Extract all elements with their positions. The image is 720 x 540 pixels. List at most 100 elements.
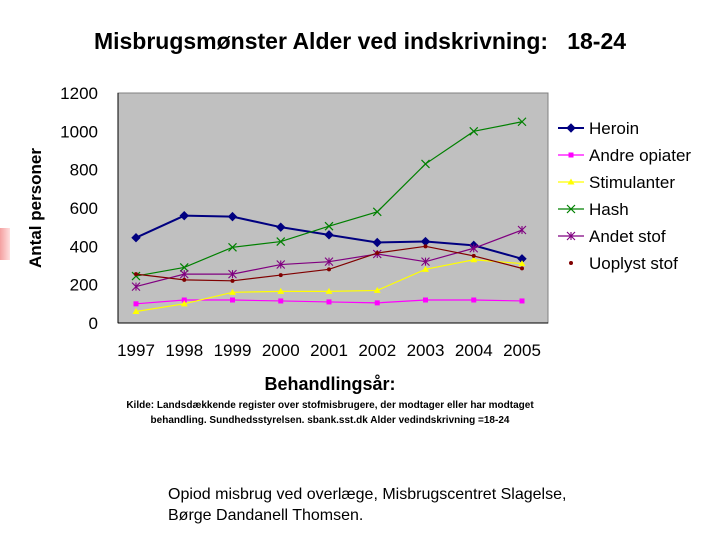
data-point — [180, 300, 188, 307]
data-point — [517, 117, 527, 127]
data-point — [229, 288, 236, 295]
legend-box — [556, 108, 710, 288]
series-3 — [131, 117, 527, 281]
data-point — [375, 251, 380, 256]
data-point — [278, 298, 284, 304]
data-point — [228, 269, 237, 279]
data-point — [470, 256, 478, 263]
data-point — [327, 267, 331, 272]
data-point — [518, 260, 526, 267]
data-point — [326, 299, 332, 305]
data-point — [134, 272, 138, 277]
data-point — [131, 233, 141, 243]
data-point — [276, 260, 286, 269]
y-tick-labels: 0 200 400 600 800 1000 1200 — [60, 84, 98, 333]
x-tick-label: 1997 — [117, 341, 155, 360]
data-point — [277, 287, 285, 294]
legend-label: Andet stof — [589, 227, 666, 246]
data-point — [228, 242, 237, 252]
y-tick-label: 1200 — [60, 84, 98, 103]
data-point — [230, 297, 235, 303]
legend-marker — [566, 123, 576, 133]
y-tick-label: 400 — [70, 237, 98, 256]
y-tick-label: 600 — [70, 199, 98, 218]
x-axis-label: Behandlingsår: — [264, 374, 396, 394]
data-point — [227, 211, 238, 222]
x-tick-label: 2004 — [455, 341, 493, 360]
data-point — [421, 159, 430, 169]
x-tick-label: 2003 — [407, 341, 445, 360]
legend-marker — [566, 231, 576, 241]
data-point — [372, 207, 382, 217]
legend-marker — [569, 261, 573, 265]
x-tick-label: 2005 — [503, 341, 541, 360]
data-point — [324, 221, 334, 231]
legend-label: Heroin — [589, 119, 639, 138]
data-point — [324, 257, 334, 267]
data-point — [422, 265, 429, 272]
legend-item: Heroin — [558, 119, 639, 138]
data-point — [276, 222, 286, 232]
series-0 — [131, 210, 527, 264]
series-5 — [134, 244, 524, 283]
data-point — [423, 244, 428, 249]
data-point — [132, 308, 140, 314]
data-point — [469, 126, 479, 136]
data-point — [278, 273, 283, 278]
legend-item: Andre opiater — [558, 146, 691, 165]
source-note: Kilde: Landsdækkende register over stofm… — [126, 400, 534, 426]
data-point — [182, 277, 187, 282]
data-point — [471, 253, 476, 258]
legend-item: Hash — [558, 200, 629, 219]
slide-title: Misbrugsmønster Alder ved indskrivning: … — [93, 28, 627, 54]
data-point — [471, 297, 477, 303]
data-point — [517, 225, 527, 235]
data-point — [325, 287, 333, 294]
legend-item: Uoplyst stof — [569, 254, 678, 273]
series-2 — [132, 256, 526, 314]
decorative-accent-bar — [0, 228, 10, 260]
legend-label: Uoplyst stof — [589, 254, 678, 273]
x-tick-label: 2002 — [358, 341, 396, 360]
data-point — [230, 278, 235, 283]
data-point — [469, 243, 479, 253]
footer-line-2: Børge Dandanell Thomsen. — [168, 507, 364, 524]
data-point — [324, 230, 334, 240]
data-point — [374, 300, 380, 306]
line-chart: 0 200 400 600 800 1000 1200 1997 1998 1999 2000 20… — [60, 84, 710, 360]
data-point — [372, 237, 382, 248]
data-point — [520, 266, 524, 271]
legend-marker — [566, 204, 576, 214]
y-tick-label: 800 — [70, 161, 98, 180]
y-tick-label: 0 — [89, 314, 98, 333]
data-point — [179, 262, 189, 272]
data-point — [179, 269, 189, 279]
y-tick-label: 200 — [70, 276, 98, 295]
legend-marker — [567, 178, 575, 185]
legend-item: Andet stof — [558, 227, 666, 246]
footer-credit: Opiod misbrug ved overlæge, Misbrugscent… — [168, 484, 688, 526]
data-point — [373, 286, 381, 293]
x-tick-label: 2000 — [262, 341, 300, 360]
x-tick-label: 2001 — [310, 341, 348, 360]
data-point — [131, 282, 141, 291]
data-point — [133, 301, 139, 307]
x-tick-label: 1998 — [165, 341, 203, 360]
legend: Heroin Andre opiater Stimulanter Hash Andet … — [558, 119, 691, 273]
x-tick-label: 1999 — [214, 341, 252, 360]
data-point — [179, 210, 189, 221]
data-point — [519, 298, 525, 304]
data-point — [421, 257, 430, 267]
x-tick-labels: 1997 1998 1999 2000 2001 2002 2003 2004 2005 — [117, 341, 541, 360]
legend-item: Stimulanter — [558, 173, 675, 192]
y-tick-label: 1000 — [60, 122, 98, 141]
footer-line-1: Opiod misbrug ved overlæge, Misbrugscent… — [168, 486, 567, 503]
data-point — [181, 297, 187, 303]
legend-label: Hash — [589, 200, 629, 219]
legend-label: Andre opiater — [589, 146, 691, 165]
data-point — [276, 237, 286, 246]
legend-marker — [568, 152, 574, 158]
series-layer — [131, 117, 527, 314]
legend-label: Stimulanter — [589, 173, 675, 192]
plot-area — [117, 92, 549, 324]
